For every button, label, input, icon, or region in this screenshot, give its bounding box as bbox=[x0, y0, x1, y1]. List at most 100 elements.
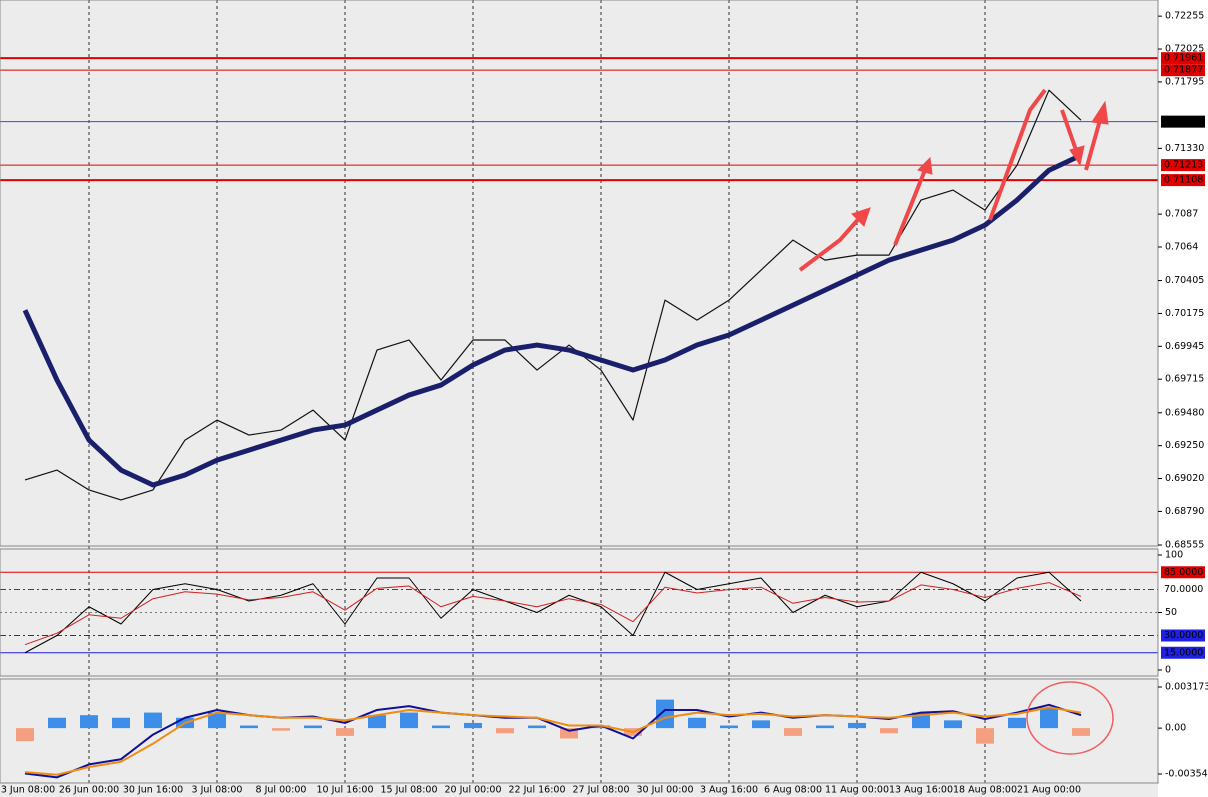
y-tick-label: 0 bbox=[1165, 665, 1171, 676]
level-label-bg bbox=[1161, 629, 1205, 642]
histogram-bar bbox=[848, 722, 866, 729]
y-tick-label: 0.69480 bbox=[1165, 407, 1204, 418]
level-label-bg bbox=[1161, 52, 1205, 65]
histogram-bar bbox=[496, 728, 514, 734]
level-label: 0.71108 bbox=[1164, 175, 1203, 186]
y-tick-label: 100 bbox=[1165, 550, 1183, 561]
histogram-bar bbox=[368, 715, 386, 729]
x-tick-label: 26 Jun 00:00 bbox=[59, 785, 119, 796]
y-tick-label: 0.72025 bbox=[1165, 44, 1204, 55]
y-tick-label: -0.003541 bbox=[1165, 768, 1208, 779]
series-line bbox=[24, 582, 1082, 646]
x-tick-label: 3 Jul 08:00 bbox=[192, 785, 243, 796]
annotation-arrows bbox=[798, 88, 1109, 272]
y-tick-label: 0.71795 bbox=[1165, 76, 1204, 87]
histogram-bar bbox=[944, 720, 962, 729]
level-label: 0.71213 bbox=[1164, 160, 1203, 171]
y-tick-label: 0.7087 bbox=[1165, 209, 1198, 220]
y-tick-label: 0.69250 bbox=[1165, 440, 1204, 451]
histogram-bar bbox=[272, 728, 290, 731]
y-tick-label: 0.68790 bbox=[1165, 506, 1204, 517]
histogram-bar bbox=[592, 725, 610, 729]
x-tick-label: 3 Aug 16:00 bbox=[700, 785, 758, 796]
y-tick-label: 0.00 bbox=[1165, 723, 1186, 734]
level-label-bg bbox=[1161, 646, 1205, 659]
x-tick-label: 30 Jul 00:00 bbox=[637, 785, 694, 796]
x-tick-label: 8 Jul 00:00 bbox=[256, 785, 307, 796]
histogram-bar bbox=[48, 717, 66, 729]
series-line bbox=[24, 89, 1082, 501]
grid bbox=[0, 0, 1158, 783]
arrow-head bbox=[851, 207, 871, 227]
level-label-bg bbox=[1161, 159, 1205, 172]
x-tick-label: 21 Aug 00:00 bbox=[1017, 785, 1081, 796]
histogram-bar bbox=[688, 717, 706, 729]
histogram-bar bbox=[752, 720, 770, 729]
histogram-bar bbox=[1008, 717, 1026, 729]
histogram-bar bbox=[976, 728, 994, 744]
histogram-bar bbox=[304, 725, 322, 729]
x-tick-label: 11 Aug 00:00 bbox=[825, 785, 889, 796]
x-tick-label: 30 Jun 16:00 bbox=[123, 785, 183, 796]
plot-background bbox=[0, 0, 1158, 797]
histogram-bar bbox=[1040, 707, 1058, 729]
arrow bbox=[798, 213, 864, 272]
level-label: 30.0000 bbox=[1164, 630, 1203, 641]
level-label: 15.0000 bbox=[1164, 647, 1203, 658]
series-line bbox=[24, 571, 1082, 654]
level-label: 70.0000 bbox=[1164, 584, 1203, 595]
histogram-bar bbox=[464, 722, 482, 729]
marks bbox=[16, 89, 1090, 779]
x-tick-label: 23 Jun 08:00 bbox=[0, 785, 55, 796]
y-tick-label: 0.71330 bbox=[1165, 143, 1204, 154]
y-tick-label: 0.69945 bbox=[1165, 341, 1204, 352]
level-label: 0.71961 bbox=[1164, 53, 1203, 64]
x-tick-label: 18 Aug 08:00 bbox=[953, 785, 1017, 796]
y-tick-label: 0.70175 bbox=[1165, 308, 1204, 319]
histogram-bar bbox=[528, 725, 546, 729]
highlight-circle bbox=[1026, 681, 1114, 755]
histogram-bar bbox=[432, 725, 450, 729]
histogram-bar bbox=[240, 725, 258, 729]
price-panel-frame bbox=[0, 0, 1159, 547]
arrow-head bbox=[1069, 145, 1085, 167]
arrow bbox=[893, 169, 927, 246]
x-tick-label: 13 Aug 16:00 bbox=[889, 785, 953, 796]
y-tick-label: 0.7064 bbox=[1165, 241, 1198, 252]
level-label-bg bbox=[1161, 174, 1205, 187]
arrow bbox=[1060, 109, 1078, 151]
macd-panel-frame bbox=[0, 678, 1159, 784]
y-tick-label: 0.69020 bbox=[1165, 473, 1204, 484]
arrow bbox=[1084, 119, 1102, 171]
y-tick-label: 0.70405 bbox=[1165, 275, 1204, 286]
level-label: 85.0000 bbox=[1164, 567, 1203, 578]
histogram-bar bbox=[400, 712, 418, 729]
arrow-head bbox=[917, 156, 933, 175]
histogram-bar bbox=[144, 712, 162, 729]
y-tick-label: 0.68555 bbox=[1165, 540, 1204, 551]
histogram-bar bbox=[112, 717, 130, 729]
histogram-bar bbox=[1072, 728, 1090, 736]
x-tick-label: 15 Jul 08:00 bbox=[381, 785, 438, 796]
y-tick-label: 0.72255 bbox=[1165, 11, 1204, 22]
x-tick-label: 10 Jul 16:00 bbox=[317, 785, 374, 796]
y-tick-label: 0.69715 bbox=[1165, 374, 1204, 385]
level-label: 0.71517 bbox=[1164, 116, 1203, 127]
histogram-bar bbox=[720, 725, 738, 729]
series-line bbox=[24, 706, 1082, 776]
histogram-bar bbox=[16, 728, 34, 742]
histogram-bar bbox=[208, 712, 226, 729]
histogram-bar bbox=[784, 728, 802, 736]
level-label-bg bbox=[1161, 566, 1205, 579]
level-label-bg bbox=[1161, 64, 1205, 77]
x-tick-label: 22 Jul 16:00 bbox=[509, 785, 566, 796]
x-tick-label: 20 Jul 00:00 bbox=[445, 785, 502, 796]
y-tick-label: 0.0031736 bbox=[1165, 682, 1208, 693]
histogram-bar bbox=[656, 699, 674, 729]
histogram-bar bbox=[816, 725, 834, 729]
x-tick-label: 6 Aug 08:00 bbox=[764, 785, 822, 796]
level-label-bg bbox=[1161, 115, 1205, 128]
x-tick-label: 27 Jul 08:00 bbox=[573, 785, 630, 796]
